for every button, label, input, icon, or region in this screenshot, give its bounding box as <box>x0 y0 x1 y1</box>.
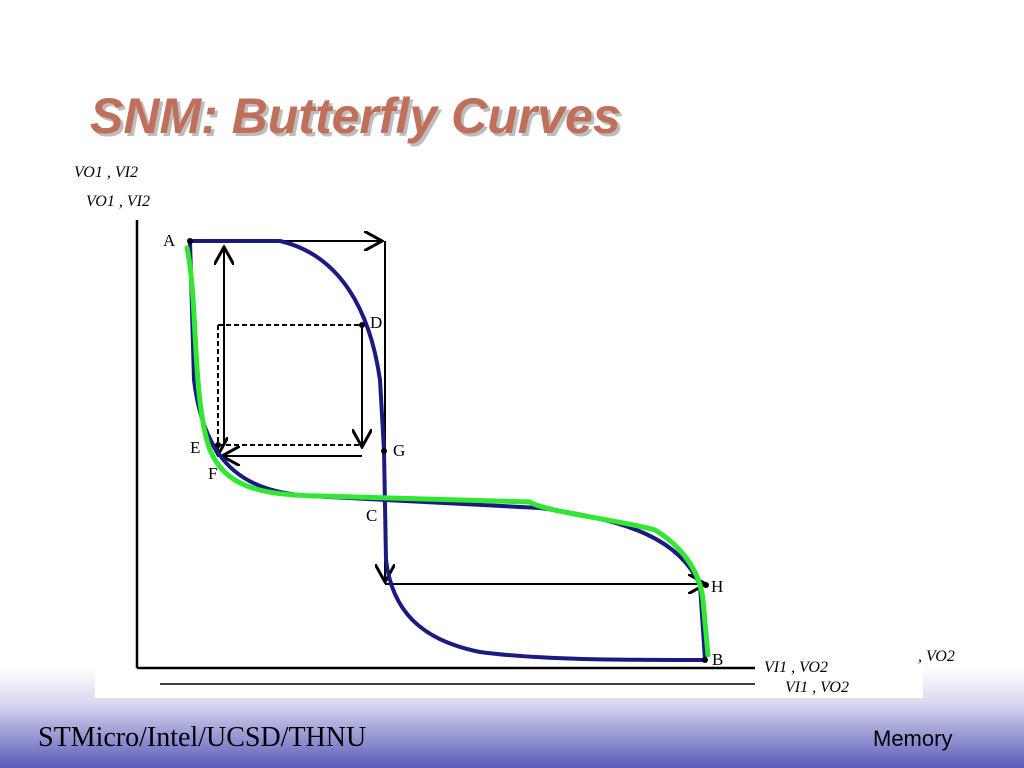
title-shadow: SNM: Butterfly Curves <box>93 91 624 147</box>
x-axis-label: VI1 , VO2 <box>785 679 849 696</box>
point-label: H <box>711 577 723 596</box>
point-label: F <box>208 464 217 483</box>
title: SNM: Butterfly Curves <box>90 88 621 144</box>
y-axis-label: VO1 , VI2 <box>86 193 150 210</box>
x-axis-label: , VO2 <box>918 648 955 665</box>
axes <box>135 220 755 685</box>
point-label: E <box>190 438 200 457</box>
footer-left: STMicro/Intel/UCSD/THNU <box>38 722 366 753</box>
butterfly-curves <box>184 239 711 662</box>
construction-lines <box>190 241 706 584</box>
point-label: D <box>370 313 382 332</box>
point-label: B <box>712 650 723 669</box>
x-axis-label: VI1 , VO2 <box>764 659 828 676</box>
point-label: G <box>393 441 405 460</box>
point-label: A <box>163 231 176 250</box>
points <box>187 238 709 663</box>
y-axis-label: VO1 , VI2 <box>74 164 138 181</box>
point-label: C <box>366 506 377 525</box>
footer-right: Memory <box>873 726 952 751</box>
